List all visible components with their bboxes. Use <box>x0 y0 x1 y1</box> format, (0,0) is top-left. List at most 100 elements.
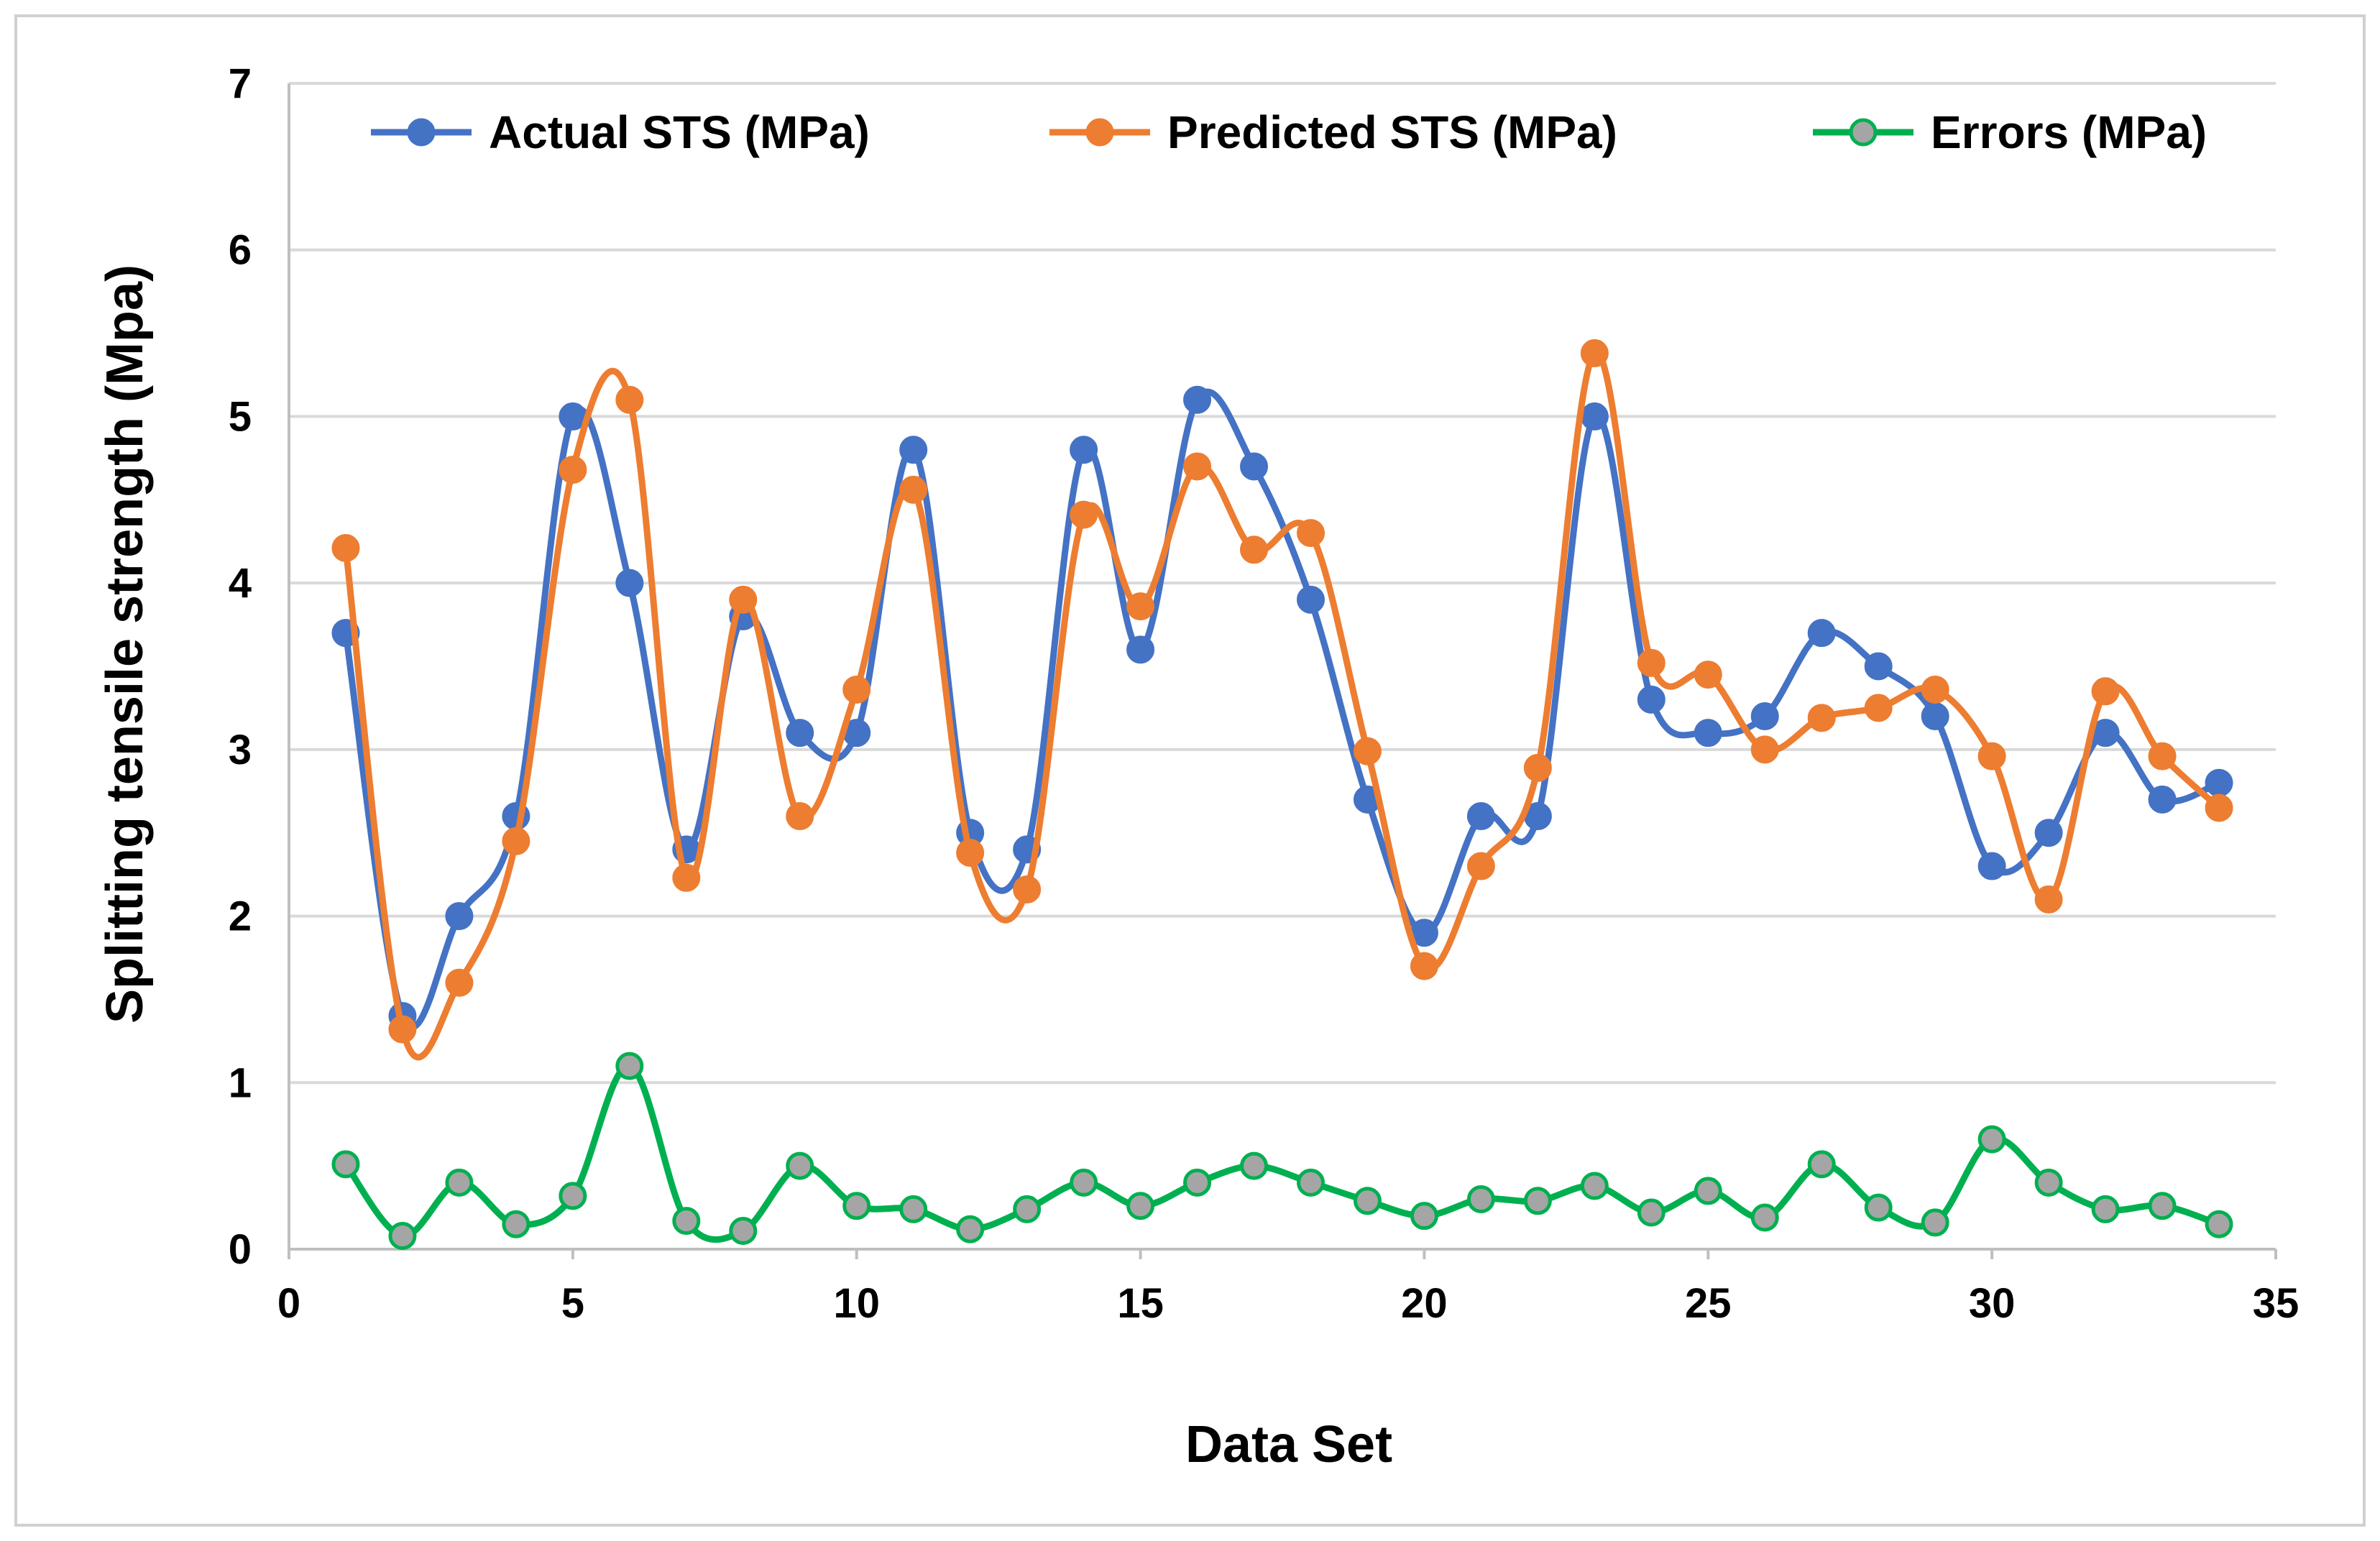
x-tick-label: 35 <box>2253 1280 2299 1327</box>
data-point-predicted-10 <box>842 675 871 704</box>
data-point-predicted-1 <box>331 533 360 562</box>
data-point-actual-25 <box>1694 719 1722 748</box>
data-point-predicted-12 <box>956 839 985 868</box>
x-axis-title: Data Set <box>1185 1416 1392 1473</box>
data-point-predicted-32 <box>2091 677 2120 706</box>
data-point-predicted-29 <box>1921 675 1949 704</box>
data-point-errors-4 <box>502 1210 530 1238</box>
data-point-errors-28 <box>1864 1193 1893 1222</box>
data-point-predicted-9 <box>786 802 814 831</box>
data-point-errors-20 <box>1410 1202 1438 1230</box>
legend-item-actual: Actual STS (MPa) <box>371 106 870 158</box>
data-point-actual-21 <box>1466 802 1495 831</box>
data-point-errors-8 <box>729 1217 758 1246</box>
data-point-errors-17 <box>1240 1151 1269 1180</box>
data-point-predicted-16 <box>1183 452 1212 481</box>
data-point-errors-34 <box>2205 1210 2233 1238</box>
data-point-actual-27 <box>1807 619 1836 648</box>
series-errors <box>331 1052 2233 1250</box>
data-point-predicted-2 <box>388 1015 417 1044</box>
data-point-actual-11 <box>899 436 928 464</box>
data-point-errors-18 <box>1296 1168 1325 1197</box>
gridlines <box>289 82 2276 1085</box>
legend-label: Predicted STS (MPa) <box>1167 106 1617 158</box>
data-point-predicted-22 <box>1523 753 1552 782</box>
data-point-actual-24 <box>1637 685 1665 714</box>
data-point-actual-14 <box>1070 436 1098 464</box>
y-tick-label: 2 <box>229 893 252 940</box>
axes: 0 1 2 3 4 5 6 7 0 5 10 15 20 25 30 35 <box>229 60 2299 1327</box>
data-point-predicted-6 <box>615 385 644 414</box>
data-point-predicted-4 <box>502 827 530 855</box>
data-point-errors-5 <box>559 1182 587 1210</box>
data-point-predicted-34 <box>2205 794 2233 822</box>
data-point-predicted-31 <box>2034 885 2063 914</box>
data-point-predicted-30 <box>1977 742 2006 770</box>
data-point-actual-32 <box>2091 719 2120 748</box>
data-point-actual-15 <box>1126 635 1155 664</box>
legend-swatch-marker <box>1849 118 1878 147</box>
data-point-errors-7 <box>672 1207 701 1236</box>
data-point-actual-6 <box>615 569 644 597</box>
data-point-actual-30 <box>1977 852 2006 880</box>
y-tick-label: 1 <box>229 1059 252 1106</box>
data-point-predicted-15 <box>1126 592 1155 621</box>
legend-label: Actual STS (MPa) <box>489 106 870 158</box>
data-point-errors-3 <box>445 1168 474 1197</box>
x-tick-label: 15 <box>1117 1280 1164 1327</box>
y-tick-label: 3 <box>229 727 252 773</box>
data-point-predicted-5 <box>559 456 587 484</box>
data-point-predicted-3 <box>445 968 474 997</box>
y-tick-label: 5 <box>229 393 252 440</box>
data-point-actual-20 <box>1410 919 1438 947</box>
data-point-actual-3 <box>445 902 474 931</box>
y-tick-label: 7 <box>229 60 252 107</box>
data-point-predicted-21 <box>1466 852 1495 880</box>
x-tick-label: 0 <box>277 1280 300 1327</box>
data-point-predicted-25 <box>1694 661 1722 689</box>
data-point-predicted-24 <box>1637 648 1665 677</box>
data-point-errors-2 <box>388 1221 417 1250</box>
data-point-errors-9 <box>786 1151 814 1180</box>
data-point-errors-30 <box>1977 1125 2006 1154</box>
chart-frame <box>14 14 2366 1527</box>
data-point-actual-17 <box>1240 452 1269 481</box>
data-point-actual-16 <box>1183 385 1212 414</box>
legend-swatch-marker <box>407 118 436 147</box>
data-point-actual-23 <box>1580 402 1609 431</box>
data-point-errors-26 <box>1750 1203 1779 1232</box>
data-point-errors-10 <box>842 1192 871 1220</box>
data-point-actual-29 <box>1921 702 1949 731</box>
data-point-actual-9 <box>786 719 814 748</box>
data-point-errors-6 <box>615 1052 644 1080</box>
x-tick-label: 30 <box>1969 1280 2016 1327</box>
data-point-errors-23 <box>1580 1172 1609 1200</box>
x-tick-label: 25 <box>1685 1280 1732 1327</box>
series-predicted <box>331 339 2233 1061</box>
data-point-predicted-20 <box>1410 952 1438 980</box>
data-point-predicted-7 <box>672 863 701 892</box>
data-point-predicted-8 <box>729 585 758 614</box>
x-tick-label: 20 <box>1401 1280 1448 1327</box>
data-point-actual-31 <box>2034 819 2063 847</box>
data-point-predicted-18 <box>1296 519 1325 548</box>
data-point-errors-24 <box>1637 1198 1665 1227</box>
data-point-predicted-27 <box>1807 704 1836 732</box>
data-point-predicted-11 <box>899 475 928 504</box>
legend-item-errors: Errors (MPa) <box>1813 106 2207 158</box>
data-point-actual-18 <box>1296 585 1325 614</box>
data-point-errors-32 <box>2091 1195 2120 1223</box>
data-point-errors-33 <box>2148 1192 2177 1220</box>
data-point-actual-26 <box>1750 702 1779 731</box>
data-point-actual-33 <box>2148 785 2177 814</box>
data-point-errors-14 <box>1070 1168 1098 1197</box>
data-point-predicted-28 <box>1864 694 1893 722</box>
data-point-predicted-26 <box>1750 735 1779 764</box>
data-point-errors-29 <box>1921 1208 1949 1237</box>
data-point-errors-11 <box>899 1195 928 1223</box>
y-tick-label: 6 <box>229 227 252 274</box>
y-axis-title: Splitting tensile strength (Mpa) <box>96 264 154 1024</box>
data-point-predicted-17 <box>1240 535 1269 564</box>
data-point-actual-28 <box>1864 652 1893 681</box>
legend: Actual STS (MPa) Predicted STS (MPa) Error… <box>371 106 2207 158</box>
